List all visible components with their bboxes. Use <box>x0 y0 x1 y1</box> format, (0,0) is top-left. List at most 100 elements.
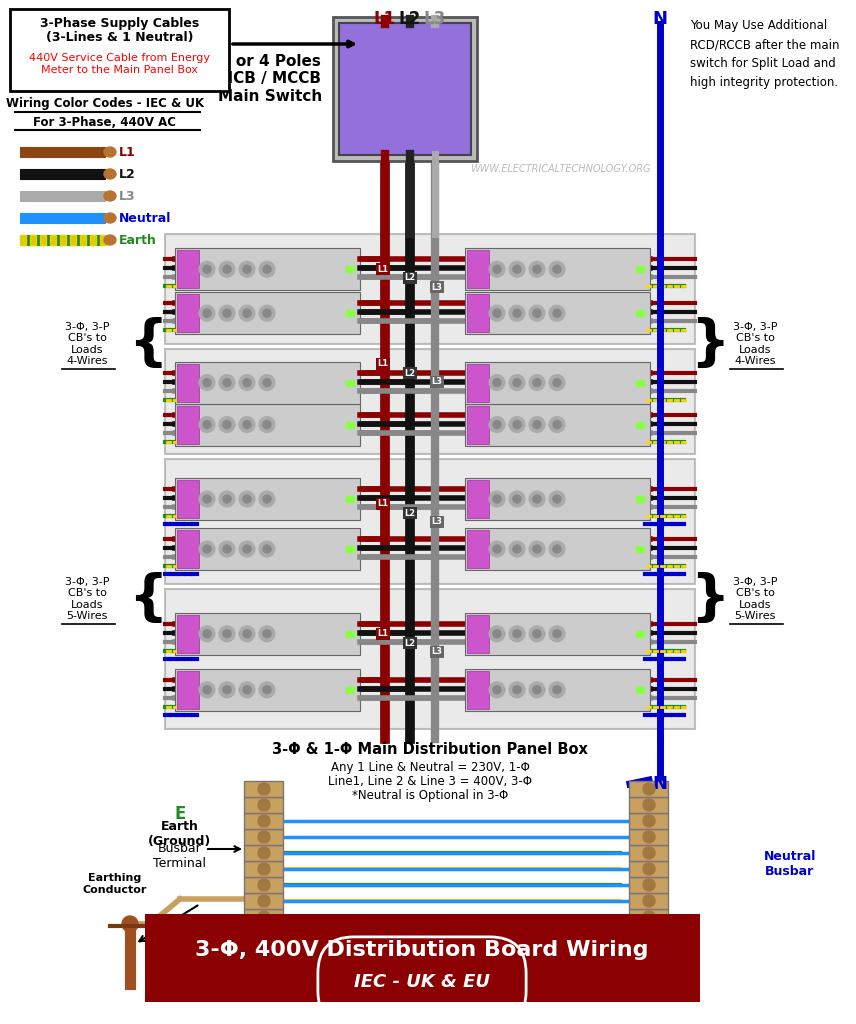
Circle shape <box>533 495 541 503</box>
Circle shape <box>533 379 541 387</box>
Circle shape <box>489 626 505 642</box>
FancyBboxPatch shape <box>175 528 360 570</box>
FancyBboxPatch shape <box>175 292 360 334</box>
Circle shape <box>239 417 255 432</box>
Circle shape <box>203 309 211 317</box>
Text: L3: L3 <box>431 517 443 526</box>
Bar <box>20 234 105 245</box>
Circle shape <box>553 379 561 387</box>
Circle shape <box>553 495 561 503</box>
Text: 3-Φ & 1-Φ Main Distribution Panel Box: 3-Φ & 1-Φ Main Distribution Panel Box <box>272 741 588 757</box>
Bar <box>346 310 354 316</box>
Circle shape <box>263 630 271 638</box>
FancyBboxPatch shape <box>333 17 477 161</box>
Circle shape <box>203 545 211 553</box>
FancyBboxPatch shape <box>629 797 669 812</box>
Circle shape <box>553 686 561 694</box>
Circle shape <box>493 265 501 273</box>
Circle shape <box>513 309 521 317</box>
Circle shape <box>489 261 505 278</box>
Bar <box>636 422 644 428</box>
Text: (3-Lines & 1 Neutral): (3-Lines & 1 Neutral) <box>46 32 193 44</box>
Circle shape <box>223 630 231 638</box>
Bar <box>636 380 644 386</box>
Ellipse shape <box>104 147 116 157</box>
Circle shape <box>529 417 545 432</box>
Bar <box>346 266 354 272</box>
Circle shape <box>493 686 501 694</box>
Circle shape <box>529 375 545 390</box>
Text: Earth
(Ground): Earth (Ground) <box>148 820 211 848</box>
Text: You May Use Additional
RCD/RCCB after the main
switch for Split Load and
high in: You May Use Additional RCD/RCCB after th… <box>690 19 840 89</box>
Circle shape <box>199 626 215 642</box>
Circle shape <box>493 309 501 317</box>
Text: 440V Service Cable from Energy
Meter to the Main Panel Box: 440V Service Cable from Energy Meter to … <box>29 53 211 75</box>
FancyBboxPatch shape <box>465 478 650 520</box>
FancyBboxPatch shape <box>175 361 360 403</box>
Circle shape <box>643 799 655 811</box>
Text: Earth: Earth <box>119 233 157 247</box>
Circle shape <box>243 309 251 317</box>
Text: 3-Φ, 3-P
CB's to
Loads
4-Wires: 3-Φ, 3-P CB's to Loads 4-Wires <box>733 322 777 367</box>
Bar <box>20 169 105 179</box>
Text: L2: L2 <box>404 369 415 378</box>
Circle shape <box>259 417 275 432</box>
Bar <box>636 631 644 637</box>
Circle shape <box>259 261 275 278</box>
Ellipse shape <box>104 191 116 201</box>
Circle shape <box>259 375 275 390</box>
FancyBboxPatch shape <box>175 248 360 290</box>
Text: L1: L1 <box>119 145 136 159</box>
Text: Any 1 Line & Neutral = 230V, 1-Φ: Any 1 Line & Neutral = 230V, 1-Φ <box>330 761 530 773</box>
Text: L2: L2 <box>404 273 415 283</box>
Circle shape <box>258 847 270 859</box>
Bar <box>636 310 644 316</box>
Circle shape <box>258 879 270 891</box>
Circle shape <box>513 265 521 273</box>
Circle shape <box>203 495 211 503</box>
Circle shape <box>258 895 270 907</box>
Text: 3-Phase Supply Cables: 3-Phase Supply Cables <box>40 17 199 31</box>
Ellipse shape <box>104 234 116 245</box>
Bar <box>636 266 644 272</box>
Text: L1: L1 <box>377 359 389 369</box>
Text: L2: L2 <box>399 10 421 28</box>
Text: 3-Φ, 3-P
CB's to
Loads
5-Wires: 3-Φ, 3-P CB's to Loads 5-Wires <box>65 577 110 622</box>
FancyBboxPatch shape <box>245 908 283 925</box>
FancyBboxPatch shape <box>245 780 283 797</box>
Circle shape <box>199 490 215 507</box>
FancyBboxPatch shape <box>165 459 695 584</box>
Circle shape <box>223 421 231 429</box>
Circle shape <box>219 490 235 507</box>
Circle shape <box>219 417 235 432</box>
Text: L1: L1 <box>377 264 389 273</box>
Circle shape <box>493 630 501 638</box>
Text: Earthing
Conductor: Earthing Conductor <box>83 873 147 895</box>
Circle shape <box>223 265 231 273</box>
Text: Neutral
Busbar: Neutral Busbar <box>764 850 816 878</box>
Bar <box>20 234 26 245</box>
FancyBboxPatch shape <box>629 812 669 828</box>
Circle shape <box>489 417 505 432</box>
Circle shape <box>263 686 271 694</box>
FancyBboxPatch shape <box>165 589 695 729</box>
FancyBboxPatch shape <box>629 780 669 797</box>
Circle shape <box>199 682 215 697</box>
Circle shape <box>219 261 235 278</box>
Circle shape <box>239 375 255 390</box>
Circle shape <box>243 630 251 638</box>
Circle shape <box>258 783 270 795</box>
Circle shape <box>263 265 271 273</box>
FancyBboxPatch shape <box>245 812 283 828</box>
FancyBboxPatch shape <box>177 250 199 288</box>
FancyBboxPatch shape <box>339 23 471 155</box>
Bar <box>636 687 644 693</box>
Text: L2: L2 <box>404 639 415 647</box>
Circle shape <box>509 375 525 390</box>
Circle shape <box>199 417 215 432</box>
Bar <box>20 213 105 223</box>
Circle shape <box>493 495 501 503</box>
Circle shape <box>239 626 255 642</box>
Circle shape <box>529 305 545 322</box>
FancyBboxPatch shape <box>245 845 283 860</box>
